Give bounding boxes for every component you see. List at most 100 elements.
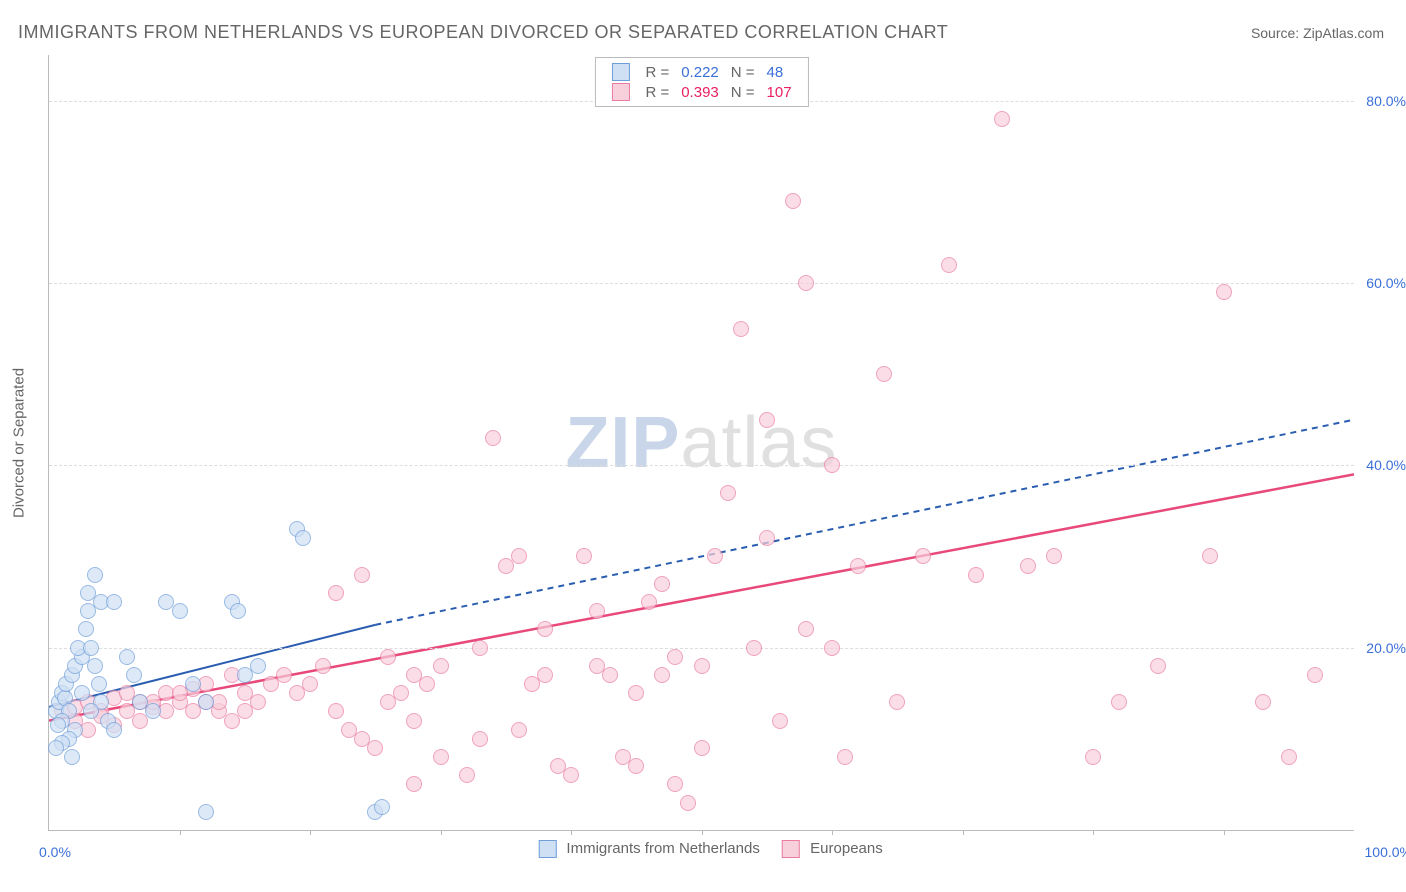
n-value-1: 48 xyxy=(761,62,798,82)
legend-stats: R = 0.222 N = 48 R = 0.393 N = 107 xyxy=(594,57,808,107)
data-point xyxy=(628,685,644,701)
data-point xyxy=(589,603,605,619)
data-point xyxy=(83,703,99,719)
x-tick-mark xyxy=(441,830,442,835)
data-point xyxy=(707,548,723,564)
chart-title: IMMIGRANTS FROM NETHERLANDS VS EUROPEAN … xyxy=(18,22,948,43)
data-point xyxy=(641,594,657,610)
data-point xyxy=(537,621,553,637)
plot-area: ZIPatlas Divorced or Separated R = 0.222… xyxy=(48,55,1354,831)
data-point xyxy=(537,667,553,683)
data-point xyxy=(198,694,214,710)
y-tick-label: 40.0% xyxy=(1366,457,1406,473)
source-label: Source: ZipAtlas.com xyxy=(1251,25,1384,41)
data-point xyxy=(276,667,292,683)
data-point xyxy=(145,703,161,719)
data-point xyxy=(563,767,579,783)
n-label-2: N = xyxy=(725,82,761,102)
data-point xyxy=(354,567,370,583)
data-point xyxy=(419,676,435,692)
data-point xyxy=(968,567,984,583)
swatch-bottom-1 xyxy=(538,840,556,858)
data-point xyxy=(237,703,253,719)
data-point xyxy=(1046,548,1062,564)
data-point xyxy=(1216,284,1232,300)
data-point xyxy=(485,430,501,446)
data-point xyxy=(1202,548,1218,564)
data-point xyxy=(1281,749,1297,765)
data-point xyxy=(172,603,188,619)
data-point xyxy=(185,676,201,692)
data-point xyxy=(433,658,449,674)
data-point xyxy=(694,658,710,674)
data-point xyxy=(1020,558,1036,574)
r-value-2: 0.393 xyxy=(675,82,725,102)
y-tick-label: 60.0% xyxy=(1366,275,1406,291)
data-point xyxy=(602,667,618,683)
data-point xyxy=(667,776,683,792)
data-point xyxy=(87,567,103,583)
r-label-1: R = xyxy=(639,62,675,82)
data-point xyxy=(837,749,853,765)
x-tick-mark xyxy=(832,830,833,835)
data-point xyxy=(48,740,64,756)
r-label-2: R = xyxy=(639,82,675,102)
data-point xyxy=(628,758,644,774)
data-point xyxy=(83,640,99,656)
trend-line xyxy=(49,474,1354,720)
data-point xyxy=(1111,694,1127,710)
data-point xyxy=(511,722,527,738)
data-point xyxy=(824,640,840,656)
data-point xyxy=(1255,694,1271,710)
swatch-series-2 xyxy=(611,83,629,101)
data-point xyxy=(680,795,696,811)
y-tick-label: 80.0% xyxy=(1366,93,1406,109)
data-point xyxy=(759,530,775,546)
data-point xyxy=(798,275,814,291)
x-tick-mark xyxy=(180,830,181,835)
watermark: ZIPatlas xyxy=(565,402,837,484)
data-point xyxy=(328,703,344,719)
data-point xyxy=(198,804,214,820)
legend-row-1: R = 0.222 N = 48 xyxy=(605,62,797,82)
n-label-1: N = xyxy=(725,62,761,82)
x-tick-mark xyxy=(963,830,964,835)
data-point xyxy=(230,603,246,619)
data-point xyxy=(667,649,683,665)
chart-container: IMMIGRANTS FROM NETHERLANDS VS EUROPEAN … xyxy=(0,0,1406,892)
data-point xyxy=(459,767,475,783)
x-tick-mark xyxy=(1224,830,1225,835)
watermark-bold: ZIP xyxy=(565,403,680,483)
data-point xyxy=(119,649,135,665)
x-tick-mark xyxy=(702,830,703,835)
data-point xyxy=(576,548,592,564)
legend-label-1: Immigrants from Netherlands xyxy=(566,840,759,857)
data-point xyxy=(380,649,396,665)
data-point xyxy=(472,731,488,747)
data-point xyxy=(746,640,762,656)
data-point xyxy=(654,667,670,683)
r-value-1: 0.222 xyxy=(675,62,725,82)
data-point xyxy=(406,713,422,729)
swatch-series-1 xyxy=(611,63,629,81)
data-point xyxy=(720,485,736,501)
data-point xyxy=(315,658,331,674)
data-point xyxy=(106,722,122,738)
data-point xyxy=(374,799,390,815)
data-point xyxy=(915,548,931,564)
y-axis-label: Divorced or Separated xyxy=(11,367,28,517)
data-point xyxy=(295,530,311,546)
data-point xyxy=(393,685,409,701)
gridline xyxy=(49,283,1354,284)
data-point xyxy=(941,257,957,273)
gridline xyxy=(49,648,1354,649)
data-point xyxy=(1150,658,1166,674)
data-point xyxy=(798,621,814,637)
data-point xyxy=(1307,667,1323,683)
data-point xyxy=(74,685,90,701)
data-point xyxy=(87,658,103,674)
data-point xyxy=(250,658,266,674)
x-tick-mark xyxy=(1093,830,1094,835)
x-tick-mark xyxy=(310,830,311,835)
legend-label-2: Europeans xyxy=(810,840,883,857)
